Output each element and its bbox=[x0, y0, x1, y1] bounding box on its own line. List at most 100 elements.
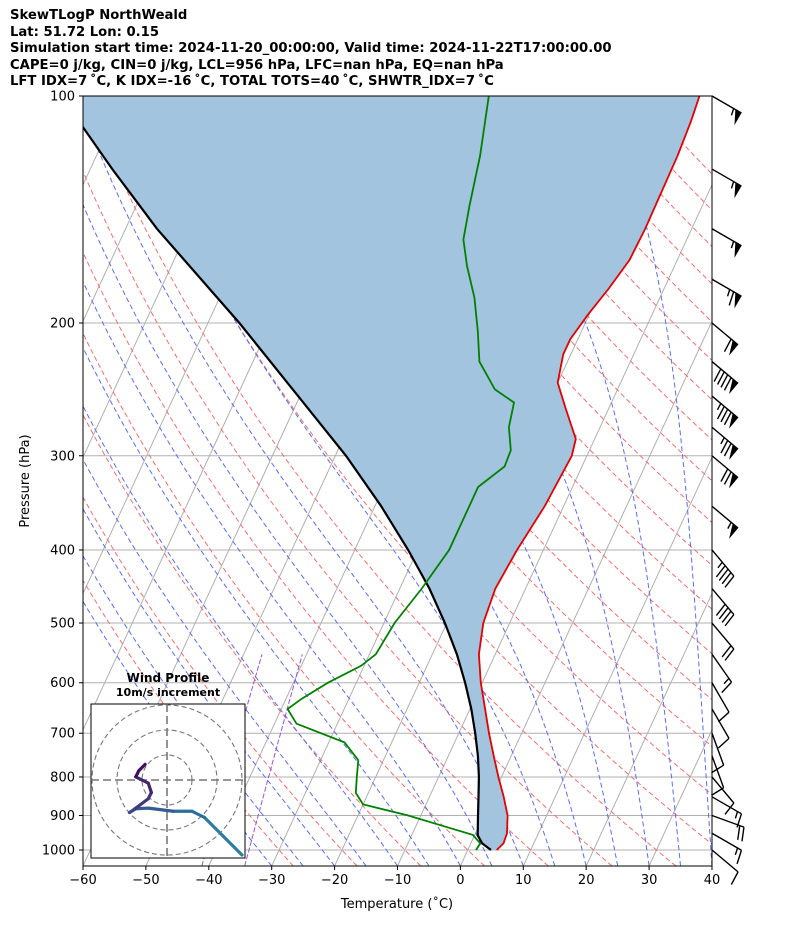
wind-barb-flag bbox=[721, 572, 732, 585]
hodograph-segment bbox=[202, 815, 225, 838]
x-tick-label: −30 bbox=[258, 873, 285, 888]
x-tick-label: 40 bbox=[704, 873, 721, 888]
y-tick-label: 1000 bbox=[42, 844, 75, 859]
wind-barb bbox=[711, 426, 739, 460]
dry-adiabat-line bbox=[83, 579, 294, 866]
hodograph-segment bbox=[134, 775, 150, 785]
wind-barb bbox=[711, 732, 725, 774]
hodograph-segment bbox=[146, 806, 175, 813]
wind-barb-flag bbox=[720, 440, 729, 454]
wind-barb-half-flag bbox=[717, 561, 723, 569]
dry-adiabat-line bbox=[83, 496, 358, 866]
x-axis-label: Temperature (˚C) bbox=[340, 896, 453, 912]
wind-barb-half-flag bbox=[723, 677, 730, 685]
dry-adiabat-line bbox=[83, 251, 549, 866]
dry-adiabat-line bbox=[83, 169, 613, 866]
wind-barb-flag bbox=[736, 850, 743, 865]
wind-barb-shaft bbox=[711, 796, 742, 815]
moist-adiabat-line bbox=[459, 96, 681, 866]
wind-barb-half-flag bbox=[727, 521, 732, 529]
isotherm-line bbox=[648, 728, 712, 866]
parcel-profile-line bbox=[83, 125, 492, 851]
wind-barb-shaft bbox=[711, 682, 730, 713]
wind-barb-flag bbox=[721, 681, 733, 694]
wind-barb-pennant bbox=[729, 413, 739, 429]
chart-header: SkewTLogP NorthWeald Lat: 51.72 Lon: 0.1… bbox=[10, 8, 612, 91]
wind-barb-pennant bbox=[734, 182, 742, 199]
wind-barb bbox=[711, 361, 739, 395]
wind-barb-flag bbox=[723, 377, 732, 391]
wind-barb-shaft bbox=[711, 588, 735, 616]
wind-barb-flag bbox=[730, 871, 739, 885]
dewpoint-line bbox=[286, 96, 516, 851]
wind-barb bbox=[711, 776, 735, 815]
isotherm-line bbox=[459, 319, 712, 866]
wind-barb-pennant bbox=[729, 340, 739, 356]
wind-barb-flag bbox=[721, 645, 732, 658]
wind-barb-shaft bbox=[711, 228, 742, 247]
wind-barb-shaft bbox=[711, 776, 735, 804]
x-tick-label: −20 bbox=[321, 873, 348, 888]
time-line: Simulation start time: 2024-11-20_00:00:… bbox=[10, 41, 612, 57]
wind-barb-shaft bbox=[711, 708, 730, 739]
wind-barb-half-flag bbox=[734, 847, 739, 856]
wind-barb-shaft bbox=[711, 755, 725, 789]
y-tick-label: 700 bbox=[50, 727, 75, 742]
wind-barb-pennant bbox=[729, 444, 739, 460]
location-line: Lat: 51.72 Lon: 0.15 bbox=[10, 24, 160, 40]
wind-barb-flag bbox=[723, 411, 732, 426]
wind-barb bbox=[711, 505, 739, 539]
wind-barb-pennant bbox=[734, 242, 742, 258]
hodograph-segment bbox=[134, 797, 150, 810]
isotherm-line bbox=[522, 456, 712, 866]
wind-barb bbox=[711, 95, 742, 126]
dry-adiabat-line bbox=[83, 332, 485, 866]
wind-barb-shaft bbox=[711, 814, 745, 828]
y-tick-label: 500 bbox=[50, 617, 75, 632]
y-tick-label: 600 bbox=[50, 676, 75, 691]
wind-barb-flag bbox=[718, 607, 729, 620]
wind-barb-pennant bbox=[729, 473, 739, 489]
isotherm-line bbox=[83, 96, 188, 323]
inset-subtitle: 10m/s increment bbox=[116, 686, 220, 699]
wind-barb-flag bbox=[715, 565, 726, 578]
wind-barb bbox=[711, 322, 739, 356]
index-line: LFT IDX=7 ˚C, K IDX=-16 ˚C, TOTAL TOTS=4… bbox=[10, 74, 494, 90]
wind-barb-flag bbox=[716, 371, 725, 385]
wind-barb-shaft bbox=[711, 168, 742, 187]
wind-barb bbox=[711, 455, 739, 489]
wind-barb-flag bbox=[720, 468, 729, 482]
x-tick-label: −60 bbox=[69, 873, 96, 888]
x-tick-label: 0 bbox=[456, 873, 464, 888]
wind-barb bbox=[711, 588, 735, 627]
wind-barb-half-flag bbox=[716, 403, 722, 411]
moist-adiabat-line bbox=[83, 458, 367, 866]
wind-barb-flag bbox=[720, 408, 729, 423]
cape-line: CAPE=0 j/kg, CIN=0 j/kg, LCL=956 hPa, LF… bbox=[10, 57, 504, 73]
x-tick-label: 30 bbox=[641, 873, 658, 888]
wind-barb-pennant bbox=[729, 378, 739, 395]
wind-barb bbox=[711, 682, 730, 723]
inset-title: Wind Profile bbox=[127, 671, 210, 685]
wind-barb-shaft bbox=[711, 732, 725, 766]
wind-barb-flag bbox=[717, 737, 730, 749]
wind-barb-flag bbox=[724, 575, 735, 588]
hodograph-segment bbox=[146, 781, 153, 795]
wind-barb-flag bbox=[720, 374, 729, 388]
wind-barb-flag bbox=[721, 610, 732, 623]
dry-adiabat-line bbox=[378, 96, 712, 482]
wind-barb-pennant bbox=[734, 109, 742, 126]
moist-adiabat-line bbox=[83, 507, 335, 866]
dry-adiabat-line bbox=[117, 96, 712, 845]
wind-barb bbox=[711, 708, 730, 749]
y-tick-label: 400 bbox=[50, 543, 75, 558]
wind-barb-shaft bbox=[711, 622, 735, 650]
x-tick-label: −50 bbox=[132, 873, 159, 888]
isotherm-line bbox=[711, 864, 712, 866]
moist-adiabat-line bbox=[83, 203, 493, 866]
wind-barb bbox=[711, 653, 733, 694]
hodograph-segment bbox=[134, 806, 150, 811]
dry-adiabat-line bbox=[638, 96, 712, 175]
hodograph-segment bbox=[190, 809, 207, 820]
